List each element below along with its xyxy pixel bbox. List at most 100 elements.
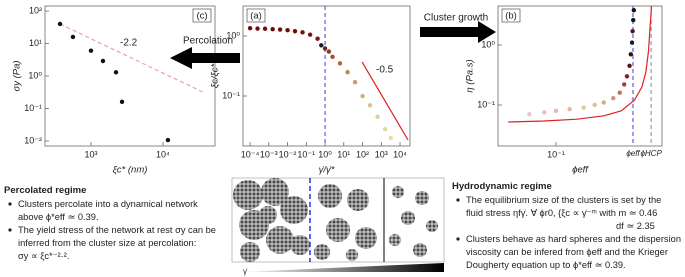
chart-panel: 10³ 10⁴ 10⁻² 10⁻¹ 10⁰ 10¹ 10² ξc* (nm) σy (Pa) (c… [12,5,216,176]
x-tick-label: 10⁻¹ [297,149,315,159]
data-point [165,137,171,143]
x-tick-label: 10³ [84,149,97,159]
body-line: σy ∝ ξc*⁻²·². [18,251,69,261]
data-point [352,79,358,85]
plot-frame [242,5,411,147]
body-line: fluid stress ηfγ̇. ∀ ϕr0, {ξc ∝ γ̇⁻ᵐ wit… [466,208,657,218]
data-point [629,40,635,45]
panel-label: (c) [196,11,207,22]
y-tick-label: 10⁰ [226,30,240,40]
data-point [330,54,335,60]
annotation: -0.5 [376,65,394,76]
y-tick-label: 10⁰ [481,39,495,49]
data-point [382,127,388,132]
body-line: Clusters percolate into a dynamical netw… [18,199,198,209]
x-tick-label: 10⁴ [156,149,170,159]
data-point [627,63,632,68]
x-axis-label: ξc* (nm) [113,165,148,176]
panel-label: (b) [505,11,517,22]
data-point [542,110,547,115]
data-point [592,102,597,108]
arrow [170,47,240,69]
right-text: Hydrodynamic regime The equilibrium size … [452,181,681,270]
y-tick-label: 10⁻¹ [477,99,495,109]
x-tick-label: 10⁻³ [260,149,278,159]
x-tick-label: 10⁰ [318,149,332,159]
data-point [630,28,635,34]
data-point [345,69,350,75]
bullet [8,228,12,232]
data-point [270,26,275,32]
y-axis-label: ξc/ξc* [210,64,221,89]
x-axis-label: ϕeff [572,165,589,176]
chart-panel: 10⁻⁴ 10⁻³ 10⁻² 10⁻¹ 10⁰ 10¹ 10² 10³ 10⁴10⁻¹10⁰γ̇… [210,5,411,176]
data-point [567,107,572,112]
bullet [8,202,12,206]
y-tick-label: 10⁰ [28,70,42,80]
data-point [319,43,324,48]
bullet [456,237,460,241]
data-point [631,17,636,23]
cluster-illustration [231,177,445,272]
data-point [326,49,332,54]
x-tick-label: 10⁴ [393,149,407,159]
plot-frame [44,5,216,147]
x-tick-label: 10⁻² [279,149,297,159]
y-tick-label: 10¹ [29,38,42,48]
x-tick-label: 10¹ [337,149,350,159]
y-tick-label: 10⁻¹ [222,90,240,100]
annotation: -2.2 [120,38,138,49]
arrow [420,21,496,43]
panel-label-box [246,8,266,23]
data-point [247,25,253,31]
section-title: Percolated regime [4,185,86,196]
line [59,23,206,94]
panel-label: (a) [250,11,262,22]
data-point [527,112,532,117]
data-point [322,46,328,51]
data-point [611,95,616,101]
body-line: The yield stress of the network at rest … [18,225,216,235]
arrow-label: Percolation [183,36,233,47]
y-tick-label: 10⁻² [24,135,42,145]
body-line: The equilibrium size of the clusters is … [466,195,661,205]
data-point [315,36,320,41]
data-point [367,103,373,108]
data-point [292,29,298,34]
x-tick-label: 10⁻¹ [547,149,565,159]
section-title: Hydrodynamic regime [452,181,552,192]
x-tick-label: 10⁻⁴ [241,149,260,159]
body-line: above ϕ*eff ≃ 0.39. [18,212,99,222]
y-axis-label: σy (Pa) [12,60,23,91]
plot-frame [497,5,663,147]
data-point [628,52,634,57]
data-point [70,34,76,40]
data-point [119,99,125,105]
arrow-label: Cluster growth [424,13,488,24]
data-point [553,108,559,113]
body-line: df ≃ 2.35 [616,221,655,231]
panel-label-box [192,8,212,23]
data-point [581,105,586,110]
data-point [100,58,106,64]
data-point [624,74,630,79]
body-line: viscosity can be infered from ϕeff and t… [466,247,668,257]
vline-label: ϕeff [626,149,640,158]
y-tick-label: 10⁻¹ [24,103,42,113]
line [508,6,653,123]
y-axis-label: η (Pa.s) [465,59,476,92]
data-point [375,114,380,120]
data-point [307,32,313,37]
data-point [601,100,606,105]
data-point [88,48,94,53]
line [361,61,409,141]
bullet [456,198,460,202]
x-axis-label: γ̇/γ̇* [319,165,335,176]
data-point [388,135,393,141]
data-point [262,26,268,31]
data-point [57,21,63,27]
data-point [360,93,365,99]
body-line: Dougherty equation up to ϕ*eff ≃ 0.39. [466,260,626,270]
